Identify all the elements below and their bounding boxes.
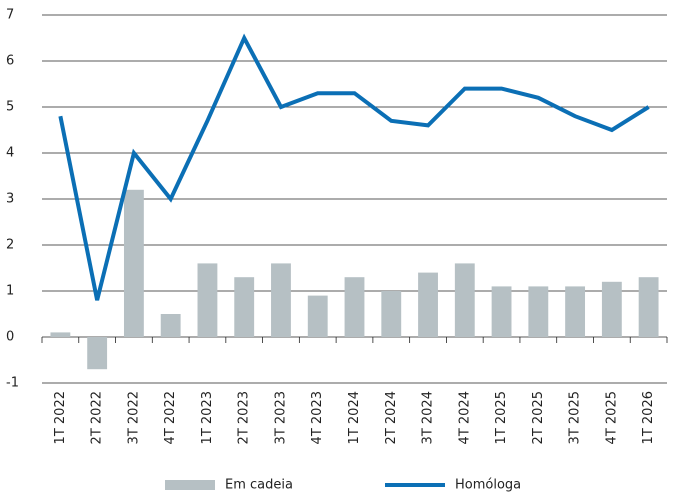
x-tick-label: 3T 2025 <box>568 391 583 444</box>
bar <box>271 263 291 337</box>
bar <box>528 286 549 337</box>
y-tick-label: 7 <box>6 8 14 23</box>
y-tick-label: 3 <box>6 192 14 207</box>
bar <box>491 286 512 337</box>
x-tick-label: 3T 2023 <box>273 391 288 444</box>
legend-label: Em cadeia <box>225 478 293 493</box>
x-tick-label: 2T 2024 <box>384 391 399 444</box>
y-tick-label: 0 <box>6 330 14 345</box>
line <box>58 33 650 301</box>
bar <box>344 277 365 337</box>
x-tick-label: 4T 2023 <box>310 391 325 444</box>
bar <box>381 291 402 337</box>
x-tick-label: 2T 2022 <box>90 391 105 444</box>
bar <box>234 277 255 337</box>
bar <box>123 189 144 337</box>
x-tick-label: 4T 2022 <box>163 391 178 444</box>
x-tick-label: 2T 2025 <box>531 391 546 444</box>
bar <box>565 286 586 337</box>
x-tick-label: 1T 2022 <box>53 391 68 444</box>
legend-label: Homóloga <box>455 478 521 493</box>
y-tick-label: 1 <box>6 284 14 299</box>
bar <box>601 281 622 337</box>
x-tick-label: 2T 2023 <box>237 391 252 444</box>
bar <box>454 263 475 337</box>
x-tick-label: 1T 2025 <box>494 391 509 444</box>
bar <box>638 277 659 337</box>
legend-swatch <box>165 480 215 490</box>
x-tick-label: 4T 2024 <box>457 391 472 444</box>
y-tick-label: 6 <box>6 54 14 69</box>
y-tick-label: 5 <box>6 100 14 115</box>
x-tick-label: 3T 2022 <box>126 391 141 444</box>
y-tick-label: -1 <box>6 376 19 391</box>
bar <box>307 295 328 337</box>
x-tick-label: 1T 2024 <box>347 391 362 444</box>
x-tick-label: 3T 2024 <box>421 391 436 444</box>
x-tick-label: 4T 2025 <box>604 391 619 444</box>
bar <box>160 314 181 337</box>
bar <box>197 263 218 337</box>
bar <box>50 332 71 337</box>
bar <box>418 272 438 337</box>
y-tick-label: 2 <box>6 238 14 253</box>
x-tick-label: 1T 2026 <box>641 391 656 444</box>
x-tick-label: 1T 2023 <box>200 391 215 444</box>
bar <box>87 337 108 370</box>
y-tick-label: 4 <box>6 146 14 161</box>
